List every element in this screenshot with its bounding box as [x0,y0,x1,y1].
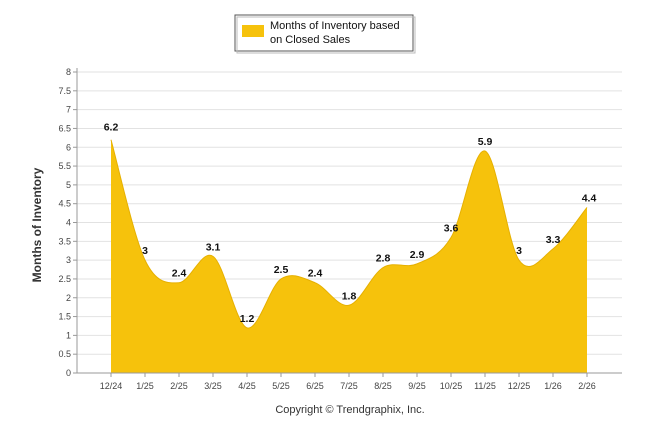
area-line [110,139,588,329]
x-tick-label: 5/25 [272,381,290,391]
data-label: 1.8 [342,290,357,302]
data-label: 3 [516,245,522,257]
x-tick-label: 1/26 [544,381,562,391]
x-tick-label: 8/25 [374,381,392,391]
x-tick-label: 2/25 [170,381,188,391]
y-tick-label: 3 [66,255,71,265]
x-tick-label: 2/26 [578,381,596,391]
x-tick-label: 1/25 [136,381,154,391]
y-tick-label: 0.5 [58,349,71,359]
y-tick-label: 2.5 [58,274,71,284]
copyright-footer: Copyright © Trendgraphix, Inc. [275,404,424,416]
legend: Months of Inventory based on Closed Sale… [234,14,416,54]
y-tick-label: 5 [66,180,71,190]
data-label: 3.3 [546,234,561,246]
x-tick-label: 9/25 [408,381,426,391]
y-tick-label: 4 [66,218,71,228]
legend-shadow [236,16,416,54]
y-tick-label: 4.5 [58,199,71,209]
legend-label-line2: on Closed Sales [270,34,351,46]
x-tick-label: 10/25 [440,381,463,391]
y-axis-ticks: 0 0.5 1 1.5 2 2.5 3 3.5 4 4.5 5 5.5 6 6.5 7 7.5 8 [58,67,77,378]
gridlines [77,71,622,355]
x-tick-label: 12/24 [100,381,123,391]
legend-swatch [242,25,264,37]
data-label: 3 [142,245,148,257]
legend-label-line1: Months of Inventory based [270,20,400,32]
y-tick-label: 6 [66,142,71,152]
data-label: 3.6 [444,223,459,235]
data-label: 4.4 [582,192,597,204]
data-label: 2.5 [274,264,289,276]
data-label: 3.1 [206,241,221,253]
y-tick-label: 2 [66,293,71,303]
data-label: 5.9 [478,136,493,148]
data-label: 6.2 [104,122,119,134]
y-tick-label: 0 [66,368,71,378]
y-tick-label: 6.5 [58,123,71,133]
data-label: 2.4 [172,268,187,280]
y-tick-label: 7 [66,105,71,115]
data-label: 2.8 [376,253,391,265]
data-label: 1.2 [240,313,255,325]
data-labels: 6.2 3 2.4 3.1 1.2 2.5 2.4 1.8 2.8 2.9 3.6 5.9 3 3.3 4.… [104,122,597,325]
x-axis-ticks: 12/24 1/25 2/25 3/25 4/25 5/25 6/25 7/25 8/25 9/2… [100,373,596,391]
area-series [110,139,588,373]
y-axis-title: Months of Inventory [30,167,44,282]
y-tick-label: 8 [66,67,71,77]
x-tick-label: 4/25 [238,381,256,391]
y-tick-label: 7.5 [58,86,71,96]
y-tick-label: 5.5 [58,161,71,171]
x-tick-label: 11/25 [474,381,496,391]
x-tick-label: 3/25 [204,381,222,391]
data-label: 2.9 [410,249,425,261]
y-tick-label: 1 [66,330,71,340]
y-tick-label: 1.5 [58,312,71,322]
x-tick-label: 6/25 [306,381,324,391]
legend-box [234,14,414,52]
y-tick-label: 3.5 [58,236,71,246]
x-tick-label: 7/25 [340,381,358,391]
data-label: 2.4 [308,268,323,280]
area-fill [111,139,587,373]
x-tick-label: 12/25 [508,381,531,391]
